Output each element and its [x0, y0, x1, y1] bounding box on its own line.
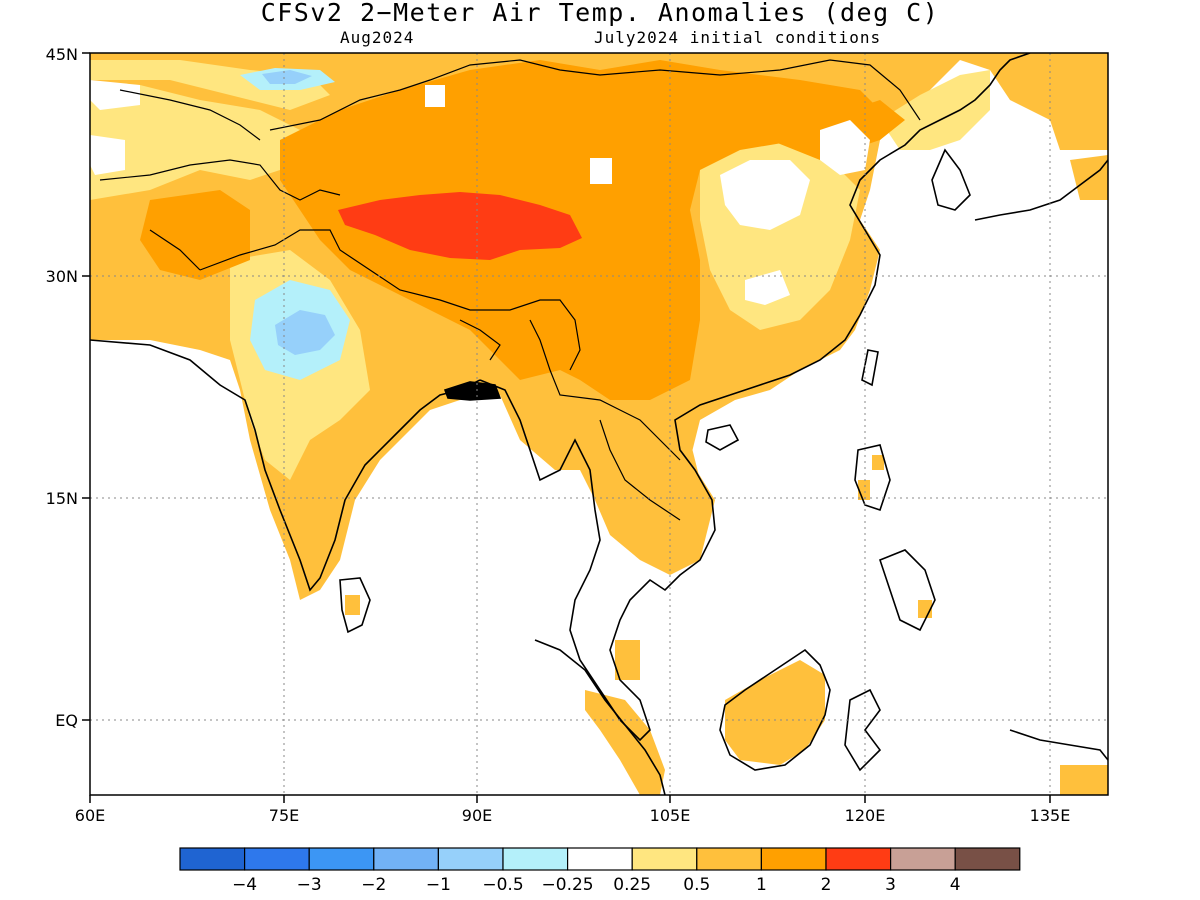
- colorbar-swatch: [373, 847, 439, 871]
- coastline-borneo: [719, 648, 831, 771]
- lat-tick-label: 45N: [46, 45, 78, 64]
- colorbar-label: −0.25: [542, 875, 594, 895]
- colorbar-swatch: [825, 847, 892, 871]
- border: [119, 89, 261, 141]
- coastline-layer: [90, 53, 1108, 795]
- coastline-sulawesi: [844, 688, 882, 772]
- lat-tick-label: EQ: [55, 711, 78, 730]
- border: [149, 229, 201, 271]
- land-anomaly-near-zero: [745, 270, 790, 305]
- colorbar-label: 2: [821, 875, 832, 895]
- lon-tick-label: 90E: [462, 806, 492, 825]
- coastline-hainan: [705, 424, 740, 451]
- lon-tick-label: 120E: [845, 806, 886, 825]
- coastline-taiwan: [861, 349, 879, 387]
- land-anomaly-0.5-1: [585, 690, 665, 795]
- land-anomaly-near-zero: [590, 158, 612, 184]
- coastline-burma-thailand: [479, 379, 731, 742]
- colorbar-swatch: [631, 847, 698, 871]
- land-anomaly-0.25-0.5: [880, 70, 990, 150]
- colorbar-label: −2: [361, 875, 386, 895]
- land-anomaly-1-2: [280, 60, 880, 400]
- coastline-srilanka: [339, 577, 371, 634]
- coastline-china: [729, 53, 1031, 396]
- coastline-philippines-luzon: [854, 444, 891, 512]
- colorbar-label: 3: [885, 875, 896, 895]
- lon-tick-label: 135E: [1030, 806, 1071, 825]
- land-anomaly-0.25-0.5: [90, 85, 310, 200]
- colorbar-swatch: [566, 847, 633, 871]
- anomaly-fill-layer: [90, 53, 1108, 795]
- colorbar: −4 −3 −2 −1 −0.5 −0.25 0.25 0.5 1 2 3 4: [179, 847, 1021, 895]
- tick-marks: [82, 52, 1051, 803]
- colorbar-swatch: [696, 847, 762, 871]
- colorbar-swatch: [308, 847, 375, 871]
- colorbar-swatch: [437, 847, 504, 871]
- graticule: [90, 53, 1108, 795]
- map-frame: [89, 52, 1109, 796]
- map-title: CFSv2 2−Meter Air Temp. Anomalies (deg C…: [260, 0, 940, 27]
- colorbar-swatch: [760, 847, 827, 871]
- colorbar-label: 1: [756, 875, 767, 895]
- valid-month-label: Aug2024: [340, 28, 415, 47]
- colorbar-label: −0.5: [482, 875, 523, 895]
- colorbar-label: −3: [297, 875, 322, 895]
- land-anomaly-1-2: [140, 190, 250, 280]
- border: [529, 319, 681, 461]
- land-anomaly-0.5-1: [725, 660, 825, 765]
- coastline-philippines-mindanao: [879, 549, 936, 632]
- coastline-india: [90, 339, 481, 592]
- land-anomaly-0.5-1: [872, 455, 884, 470]
- land-anomaly-near-zero: [820, 120, 870, 175]
- lon-tick-label: 105E: [650, 806, 691, 825]
- land-anomaly-near-zero: [90, 135, 125, 175]
- lon-tick-label: 60E: [75, 806, 105, 825]
- land-anomaly-0.5-1: [345, 595, 360, 615]
- colorbar-swatch: [179, 847, 246, 871]
- lat-tick-label: 30N: [46, 267, 78, 286]
- border-layer: [99, 59, 921, 521]
- land-anomaly-0.5-1: [615, 640, 640, 680]
- colorbar-swatch: [954, 847, 1021, 871]
- border: [199, 229, 581, 371]
- land-anomaly-near-zero: [720, 160, 810, 230]
- colorbar-swatch: [889, 847, 956, 871]
- colorbar-swatch: [502, 847, 569, 871]
- colorbar-label: −4: [232, 875, 257, 895]
- land-anomaly-near-zero: [90, 80, 140, 110]
- land-anomaly-neg-1-0.5: [262, 70, 312, 84]
- colorbar-label: −1: [426, 875, 451, 895]
- coastline-newguinea: [1009, 729, 1108, 761]
- land-anomaly-neg-1-0.5: [275, 310, 335, 355]
- border: [269, 59, 921, 131]
- coastline-korea: [931, 148, 971, 211]
- land-anomaly-0.5-1: [1060, 765, 1108, 795]
- coastline-japan: [974, 159, 1108, 221]
- lon-tick-label: 75E: [269, 806, 299, 825]
- colorbar-swatch: [244, 847, 310, 871]
- lat-tick-label: 15N: [46, 489, 78, 508]
- init-conditions-label: July2024 initial conditions: [594, 28, 882, 47]
- border: [99, 159, 341, 201]
- border: [459, 319, 501, 361]
- colorbar-label: 0.25: [613, 875, 651, 895]
- colorbar-label: 0.5: [683, 875, 710, 895]
- land-anomaly-near-zero: [425, 85, 445, 107]
- land-anomaly-2-3: [338, 192, 582, 260]
- coastline-bay-of-bengal-delta: [443, 381, 502, 401]
- colorbar-label: 4: [950, 875, 961, 895]
- border: [599, 419, 681, 521]
- coastline-sumatra: [534, 639, 666, 795]
